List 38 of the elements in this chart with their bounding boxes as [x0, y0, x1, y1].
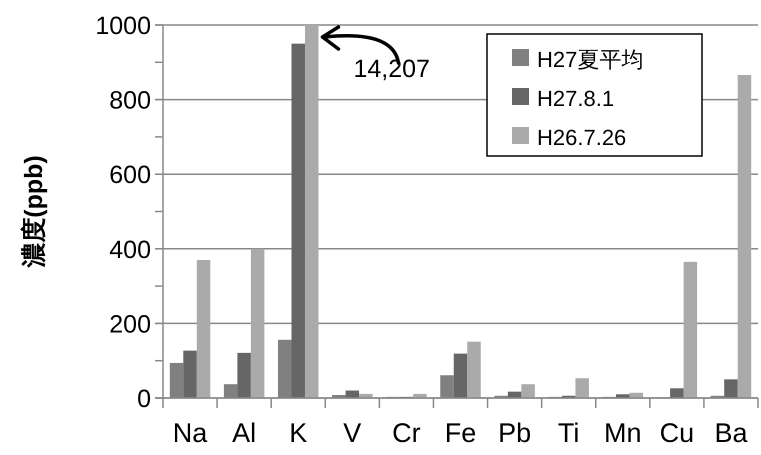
- bar: [291, 44, 305, 398]
- bar: [183, 350, 197, 398]
- bar: [521, 384, 535, 398]
- annotation: 14,207: [353, 55, 430, 83]
- y-tick-label: 400: [109, 236, 151, 264]
- x-tick-label: Pb: [498, 418, 532, 448]
- legend-label: H27.8.1: [537, 86, 614, 111]
- bar: [670, 388, 684, 398]
- bar: [196, 260, 210, 398]
- x-tick-label: Na: [172, 418, 208, 448]
- y-axis-title: 濃度(ppb): [20, 155, 48, 269]
- legend-label: H27夏平均: [537, 47, 644, 72]
- x-tick-label: V: [343, 418, 362, 448]
- x-tick-label: Ti: [558, 418, 580, 448]
- bar: [346, 390, 360, 398]
- y-tick-label: 0: [137, 385, 151, 413]
- x-tick-label: Fe: [444, 418, 476, 448]
- legend-label: H26.7.26: [537, 125, 626, 150]
- y-tick-label: 600: [109, 161, 151, 190]
- x-tick-label: Mn: [604, 418, 642, 448]
- bar: [684, 262, 698, 398]
- bar: [508, 392, 522, 398]
- x-tick-label: Cr: [392, 418, 421, 448]
- x-tick-label: K: [289, 418, 308, 448]
- bar: [250, 248, 264, 398]
- bar: [738, 74, 752, 398]
- bar: [237, 352, 251, 398]
- x-tick-label: Al: [232, 418, 256, 448]
- bar: [304, 25, 318, 398]
- y-tick-label: 1000: [95, 12, 151, 40]
- x-tick-label: Cu: [660, 418, 694, 448]
- bar: [467, 342, 481, 398]
- bar: [575, 378, 589, 398]
- bar: [454, 354, 468, 398]
- y-tick-label: 200: [109, 310, 151, 338]
- x-tick-label: Ba: [714, 418, 748, 448]
- bar: [724, 379, 738, 398]
- y-tick-label: 800: [109, 86, 151, 115]
